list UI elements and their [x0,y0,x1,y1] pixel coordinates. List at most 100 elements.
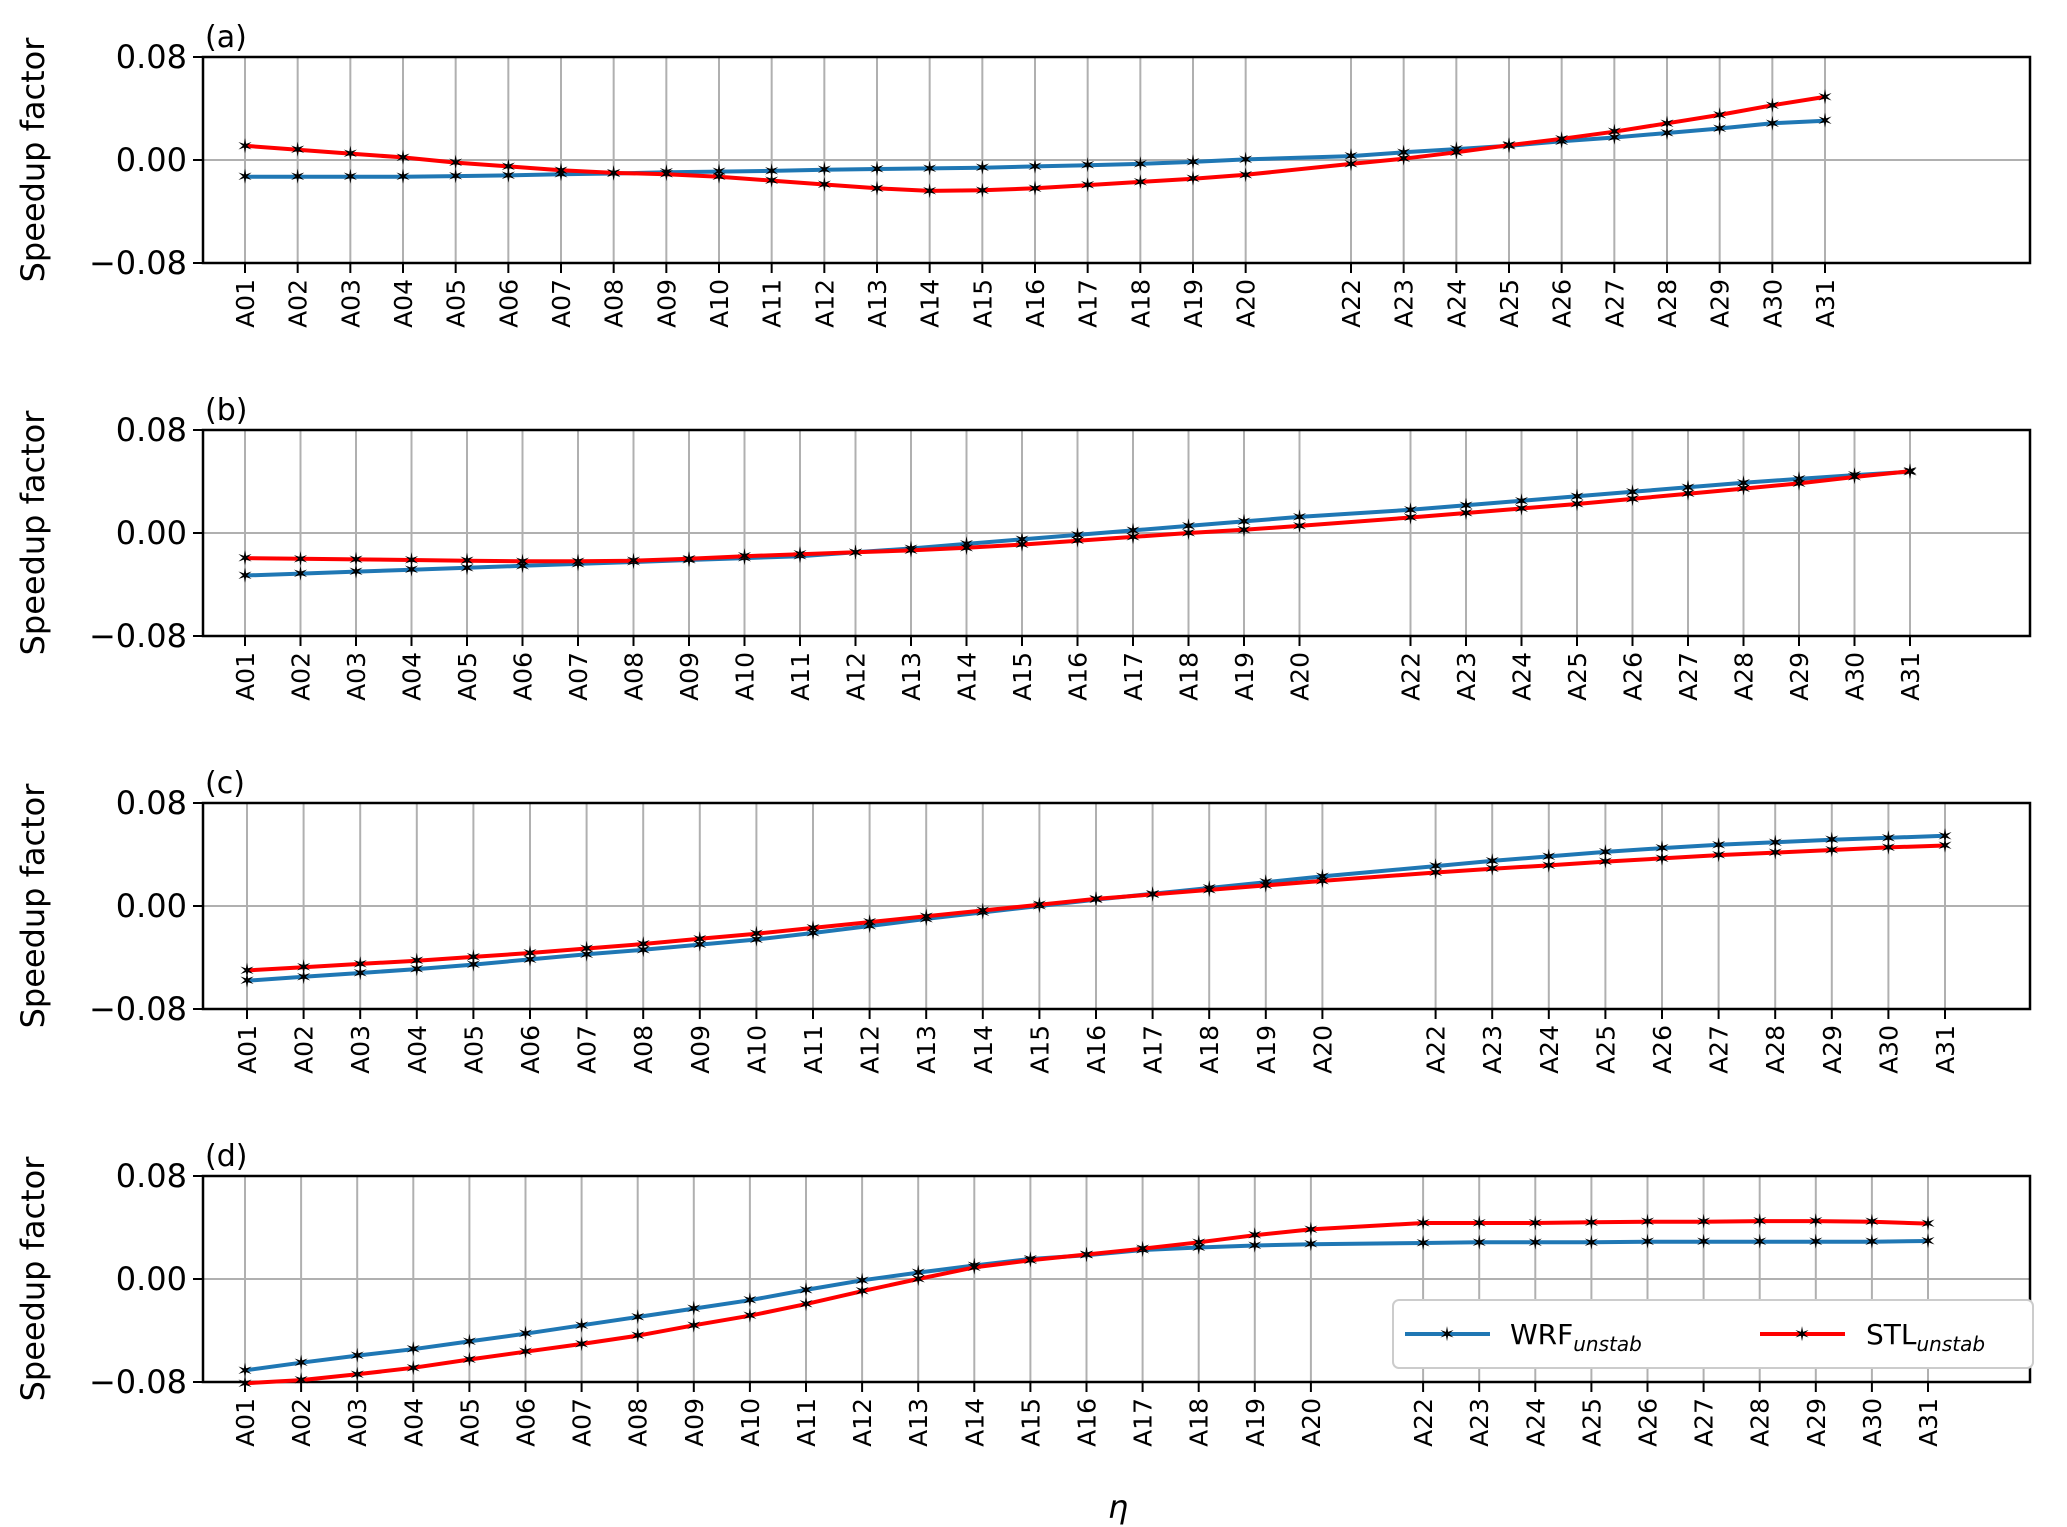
legend: ✶ WRFunstab ✶ STLunstab [1392,1299,2034,1369]
data-point-stl: ✶ [1125,525,1142,549]
legend-marker-wrf: ✶ [1439,1322,1456,1346]
data-point-wrf: ✶ [500,163,517,187]
data-point-stl: ✶ [1079,173,1096,197]
data-point-stl: ✶ [1134,1237,1151,1261]
x-tick-label: A30 [1874,1025,1903,1074]
x-tick-label: A18 [1185,1398,1214,1447]
y-tick-label: 0.00 [116,887,187,925]
series-line-stl [244,1219,1929,1386]
data-point-stl: ✶ [403,548,420,572]
y-tick-label: 0.08 [116,1157,187,1195]
x-tick-label: A11 [786,652,815,701]
data-point-stl: ✶ [1190,1230,1207,1254]
x-tick-label: A13 [904,1398,933,1447]
x-tick-label: A13 [863,279,892,328]
data-point-stl: ✶ [1246,1223,1263,1247]
data-point-stl: ✶ [1180,521,1197,545]
plot-frame [201,801,2032,1011]
x-tick-label: A07 [568,1398,597,1447]
data-point-wrf: ✶ [461,1329,478,1353]
data-point-stl: ✶ [1654,846,1671,870]
data-point-stl: ✶ [763,169,780,193]
x-tick-label: A23 [1478,1025,1507,1074]
data-point-stl: ✶ [1680,482,1697,506]
x-tick-label: A20 [1308,1025,1337,1074]
data-point-stl: ✶ [1395,147,1412,171]
data-point-wrf: ✶ [1291,505,1308,529]
data-point-stl: ✶ [1639,1210,1656,1234]
data-point-stl: ✶ [903,538,920,562]
data-point-wrf: ✶ [1415,1231,1432,1255]
data-point-stl: ✶ [921,179,938,203]
x-tick-label: A24 [1508,652,1537,701]
data-point-stl: ✶ [237,134,254,158]
data-point-stl: ✶ [847,540,864,564]
data-point-stl: ✶ [237,1371,254,1395]
data-point-wrf: ✶ [1659,121,1676,145]
data-point-stl: ✶ [974,178,991,202]
x-tick-label: A05 [455,1398,484,1447]
data-point-stl: ✶ [292,547,309,571]
x-tick-label: A26 [1548,279,1577,328]
x-tick-label: A07 [547,279,576,328]
data-point-stl: ✶ [293,1368,310,1392]
y-tick-label: 0.08 [116,38,187,76]
data-point-wrf: ✶ [742,1288,759,1312]
data-point-stl: ✶ [918,904,935,928]
panel-label: (c) [205,766,245,801]
panel-label: (a) [205,20,247,55]
data-point-wrf: ✶ [1767,830,1784,854]
x-tick-label: A10 [731,652,760,701]
data-point-stl: ✶ [711,165,728,189]
data-point-stl: ✶ [461,1347,478,1371]
legend-label-wrf: WRFunstab [1510,1318,1642,1356]
data-point-stl: ✶ [1088,887,1105,911]
data-point-stl: ✶ [239,958,256,982]
x-tick-label: A15 [1016,1398,1045,1447]
x-tick-label: A03 [343,1398,372,1447]
x-tick-label: A25 [1591,1025,1620,1074]
data-point-wrf: ✶ [974,156,991,180]
data-point-wrf: ✶ [1864,1230,1881,1254]
x-tick-label: A09 [652,279,681,328]
data-point-wrf: ✶ [854,1268,871,1292]
x-tick-label: A14 [960,1398,989,1447]
x-tick-label: A25 [1495,279,1524,328]
panel-1: 0.08 0.00 −0.08 (a) Speedup factor A01 A02 A03 A… [14,20,2032,328]
data-point-wrf: ✶ [1079,153,1096,177]
data-point-wrf: ✶ [921,156,938,180]
data-point-stl: ✶ [1553,127,1570,151]
data-point-stl: ✶ [1527,1211,1544,1235]
x-tick-label: A18 [1126,279,1155,328]
data-point-stl: ✶ [1880,835,1897,859]
data-point-stl: ✶ [1501,133,1518,157]
x-tick-label: A24 [1442,279,1471,328]
data-point-stl: ✶ [1257,873,1274,897]
data-point-stl: ✶ [1764,93,1781,117]
x-tick-label: A17 [1074,279,1103,328]
x-tick-label: A30 [1758,279,1787,328]
legend-box [1392,1299,2034,1369]
x-tick-label: A22 [1397,652,1426,701]
data-point-stl: ✶ [798,1292,815,1316]
data-point-stl: ✶ [1735,477,1752,501]
x-tick-label: A19 [1179,279,1208,328]
data-point-stl: ✶ [517,1340,534,1364]
panel-label: (b) [205,393,247,428]
data-point-stl: ✶ [1569,492,1586,516]
data-point-stl: ✶ [289,138,306,162]
data-point-stl: ✶ [742,1304,759,1328]
x-tick-label: A27 [1600,279,1629,328]
data-point-stl: ✶ [1314,869,1331,893]
data-point-stl: ✶ [1920,1212,1937,1236]
panel-4: 0.08 0.00 −0.08 (d) Speedup factor A01 A02 A03 A… [14,1139,2032,1447]
data-point-stl: ✶ [1791,471,1808,495]
data-point-stl: ✶ [570,549,587,573]
data-point-wrf: ✶ [1471,1230,1488,1254]
data-point-stl: ✶ [1291,514,1308,538]
panel-2: 0.08 0.00 −0.08 (b) Speedup factor A01 A02 A03 A… [14,393,2032,701]
data-point-stl: ✶ [578,936,595,960]
data-point-wrf: ✶ [1711,116,1728,140]
data-point-wrf: ✶ [1880,826,1897,850]
data-point-stl: ✶ [1846,465,1863,489]
